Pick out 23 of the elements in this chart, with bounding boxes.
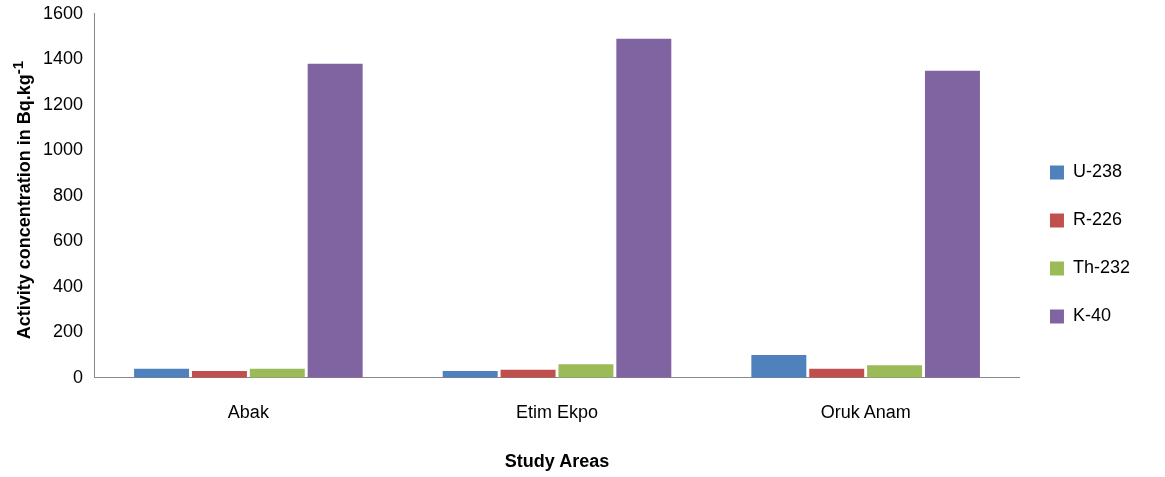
bar (558, 364, 614, 378)
y-tick-label: 200 (53, 321, 84, 342)
x-tick-label: Etim Ekpo (515, 401, 599, 422)
bar (616, 38, 672, 378)
legend-label: K-40 (1072, 305, 1111, 326)
legend-label: R-226 (1072, 209, 1122, 230)
y-tick-label: 1200 (43, 93, 84, 114)
y-tick-label: 1600 (43, 2, 84, 23)
x-tick-label: Abak (227, 401, 270, 422)
x-axis-title: Study Areas (504, 451, 610, 472)
bar (307, 63, 363, 378)
legend-label: Th-232 (1072, 257, 1131, 278)
y-tick-label: 1000 (43, 139, 84, 160)
bar (751, 355, 807, 378)
bar (867, 365, 923, 378)
y-tick-label: 600 (53, 230, 84, 251)
y-tick-label: 800 (53, 184, 84, 205)
y-tick-label: 400 (53, 275, 84, 296)
y-tick-label: 1400 (43, 48, 84, 69)
bar (924, 70, 980, 378)
y-tick-label: 0 (73, 366, 84, 387)
legend-label: U-238 (1072, 161, 1122, 182)
x-tick-label: Oruk Anam (820, 401, 911, 422)
